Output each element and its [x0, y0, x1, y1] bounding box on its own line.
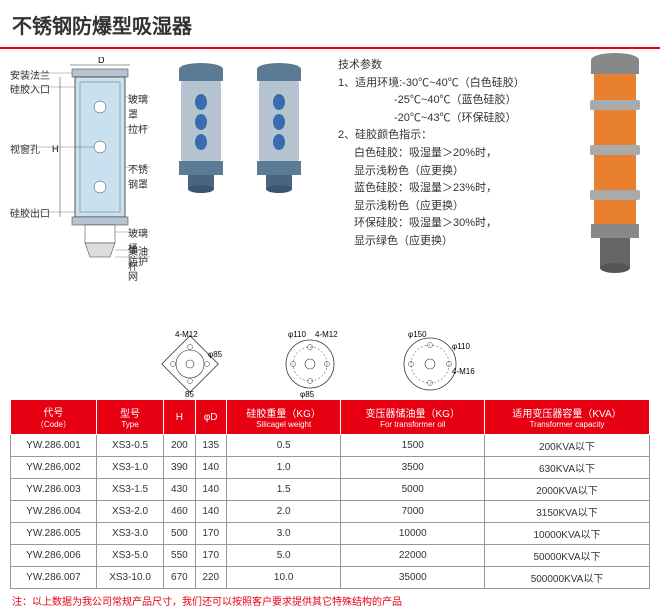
table-cell: 140 — [195, 479, 226, 501]
th-weight: 硅胶重量（KG）Silicagel weight — [226, 400, 341, 435]
th-capacity: 适用变压器容量（KVA）Transformer capacity — [485, 400, 650, 435]
table-cell: 220 — [195, 567, 226, 589]
flange-bolt: 4-M12 — [175, 330, 198, 339]
flange-bolt: 4-M16 — [452, 367, 475, 376]
table-row: YW.286.007XS3-10.067022010.035000500000K… — [11, 567, 650, 589]
table-cell: XS3-10.0 — [96, 567, 163, 589]
label-flange: 安装法兰 — [10, 67, 50, 82]
spec-table: 代号（Code） 型号Type H φD 硅胶重量（KG）Silicagel w… — [10, 399, 650, 589]
table-cell: XS3-1.5 — [96, 479, 163, 501]
label-glass: 玻璃罩 — [128, 91, 150, 121]
table-cell: 10000KVA以下 — [485, 523, 650, 545]
table-cell: YW.286.005 — [11, 523, 97, 545]
table-cell: 5000 — [341, 479, 485, 501]
table-cell: 430 — [164, 479, 195, 501]
table-cell: 390 — [164, 457, 195, 479]
table-cell: 50000KVA以下 — [485, 545, 650, 567]
tech-diagram: D H 安装法兰 硅胶入口 玻璃罩 视窗孔 拉杆 — [10, 57, 150, 375]
th-h: H — [164, 400, 195, 435]
flange-dia: φ110 — [288, 330, 306, 339]
dim-d: D — [98, 57, 105, 65]
table-cell: 500000KVA以下 — [485, 567, 650, 589]
table-cell: 670 — [164, 567, 195, 589]
table-cell: 0.5 — [226, 435, 341, 457]
th-d: φD — [195, 400, 226, 435]
flange-3: φ150 4-M16 φ110 — [390, 329, 480, 399]
product-photos — [150, 57, 330, 375]
table-cell: 3.0 — [226, 523, 341, 545]
flange-dim: 85 — [185, 390, 194, 399]
table-cell: YW.286.004 — [11, 501, 97, 523]
flange-2: 4-M12 φ110 φ85 — [270, 329, 360, 399]
flange-dia2: φ85 — [300, 390, 315, 399]
table-row: YW.286.003XS3-1.54301401.550002000KVA以下 — [11, 479, 650, 501]
table-row: YW.286.005XS3-3.05001703.01000010000KVA以… — [11, 523, 650, 545]
table-cell: 550 — [164, 545, 195, 567]
table-cell: 630KVA以下 — [485, 457, 650, 479]
spec-table-wrap: 代号（Code） 型号Type H φD 硅胶重量（KG）Silicagel w… — [0, 399, 660, 589]
table-cell: 35000 — [341, 567, 485, 589]
th-code: 代号（Code） — [11, 400, 97, 435]
table-cell: 7000 — [341, 501, 485, 523]
table-cell: 3150KVA以下 — [485, 501, 650, 523]
table-cell: 3500 — [341, 457, 485, 479]
table-row: YW.286.001XS3-0.52001350.51500200KVA以下 — [11, 435, 650, 457]
table-cell: 170 — [195, 545, 226, 567]
footnote: 注：以上数据为我公司常规产品尺寸，我们还可以按照客户要求提供其它特殊结构的产品 — [0, 589, 660, 612]
table-cell: XS3-0.5 — [96, 435, 163, 457]
table-row: YW.286.002XS3-1.03901401.03500630KVA以下 — [11, 457, 650, 479]
table-cell: 10.0 — [226, 567, 341, 589]
label-sight: 视窗孔 — [10, 141, 40, 156]
table-cell: 1.0 — [226, 457, 341, 479]
table-cell: 500 — [164, 523, 195, 545]
device-photo-2 — [244, 57, 314, 197]
table-cell: 2.0 — [226, 501, 341, 523]
table-cell: 10000 — [341, 523, 485, 545]
table-cell: YW.286.001 — [11, 435, 97, 457]
table-cell: YW.286.007 — [11, 567, 97, 589]
flange-dia: φ85 — [208, 350, 223, 359]
table-cell: 1.5 — [226, 479, 341, 501]
table-cell: 22000 — [341, 545, 485, 567]
page-title: 不锈钢防爆型吸湿器 — [0, 0, 660, 49]
th-type: 型号Type — [96, 400, 163, 435]
device-photo-1 — [166, 57, 236, 197]
flange-1: 4-M12 φ85 85 — [150, 329, 240, 399]
table-cell: XS3-2.0 — [96, 501, 163, 523]
table-cell: 140 — [195, 457, 226, 479]
table-cell: 170 — [195, 523, 226, 545]
table-cell: 2000KVA以下 — [485, 479, 650, 501]
table-cell: XS3-5.0 — [96, 545, 163, 567]
table-cell: YW.286.003 — [11, 479, 97, 501]
table-row: YW.286.006XS3-5.05501705.02200050000KVA以… — [11, 545, 650, 567]
label-rod: 拉杆 — [128, 121, 148, 136]
orange-device-photo — [580, 50, 650, 280]
table-cell: 5.0 — [226, 545, 341, 567]
label-steel: 不锈钢罩 — [128, 161, 150, 191]
table-cell: 140 — [195, 501, 226, 523]
table-cell: 1500 — [341, 435, 485, 457]
table-cell: 460 — [164, 501, 195, 523]
th-oil: 变压器储油量（KG）For transformer oil — [341, 400, 485, 435]
flange-dia: φ150 — [408, 330, 427, 339]
table-cell: YW.286.002 — [11, 457, 97, 479]
table-row: YW.286.004XS3-2.04601402.070003150KVA以下 — [11, 501, 650, 523]
label-outlet: 硅胶出口 — [10, 205, 50, 220]
table-cell: 135 — [195, 435, 226, 457]
table-cell: 200 — [164, 435, 195, 457]
table-cell: YW.286.006 — [11, 545, 97, 567]
label-inlet: 硅胶入口 — [10, 81, 50, 96]
table-cell: 200KVA以下 — [485, 435, 650, 457]
table-cell: XS3-3.0 — [96, 523, 163, 545]
flange-dia2: φ110 — [452, 342, 470, 351]
table-cell: XS3-1.0 — [96, 457, 163, 479]
dim-h: H — [52, 144, 59, 154]
label-net: 防护网 — [128, 253, 150, 283]
flange-bolt: 4-M12 — [315, 330, 338, 339]
